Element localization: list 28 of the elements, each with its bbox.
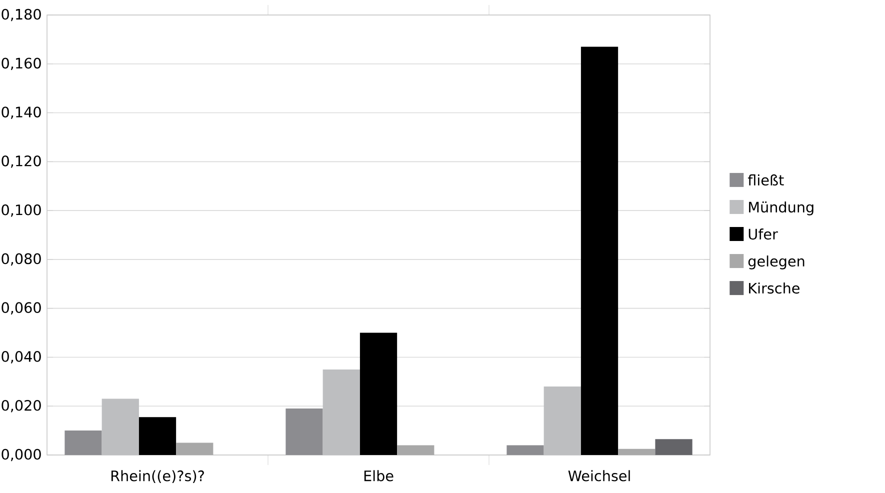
legend-label: Mündung	[749, 201, 814, 216]
y-tick-label: 0,020	[2, 400, 41, 412]
bar	[286, 408, 323, 455]
bar	[655, 439, 692, 455]
x-tick-label: Rhein((e)?s)?	[111, 470, 204, 483]
legend-label: Kirsche	[749, 282, 800, 294]
y-tick-label: 0,060	[2, 302, 41, 314]
bar	[506, 445, 544, 455]
y-tick-label: 0,160	[2, 58, 41, 70]
y-tick-label: 0,140	[2, 106, 41, 119]
bar	[64, 430, 102, 455]
bar	[618, 448, 656, 455]
bar	[580, 46, 618, 455]
bar	[360, 332, 398, 455]
y-tick-label: 0,100	[2, 204, 41, 217]
y-tick-label: 0,180	[2, 8, 41, 22]
y-tick-label: 0,080	[2, 253, 41, 266]
y-tick-label: 0,040	[2, 351, 41, 364]
x-tick-label: Elbe	[364, 470, 394, 482]
bar	[138, 417, 176, 455]
y-tick-label: 0,000	[2, 448, 41, 462]
y-tick-label: 0,120	[2, 156, 41, 168]
legend-label: Ufer	[748, 228, 778, 240]
x-tick-label: Weichsel	[568, 470, 630, 482]
legend-label: gelegen	[748, 255, 804, 270]
legend-label: fließt	[748, 174, 784, 186]
bar	[176, 442, 214, 455]
bar	[397, 445, 434, 455]
